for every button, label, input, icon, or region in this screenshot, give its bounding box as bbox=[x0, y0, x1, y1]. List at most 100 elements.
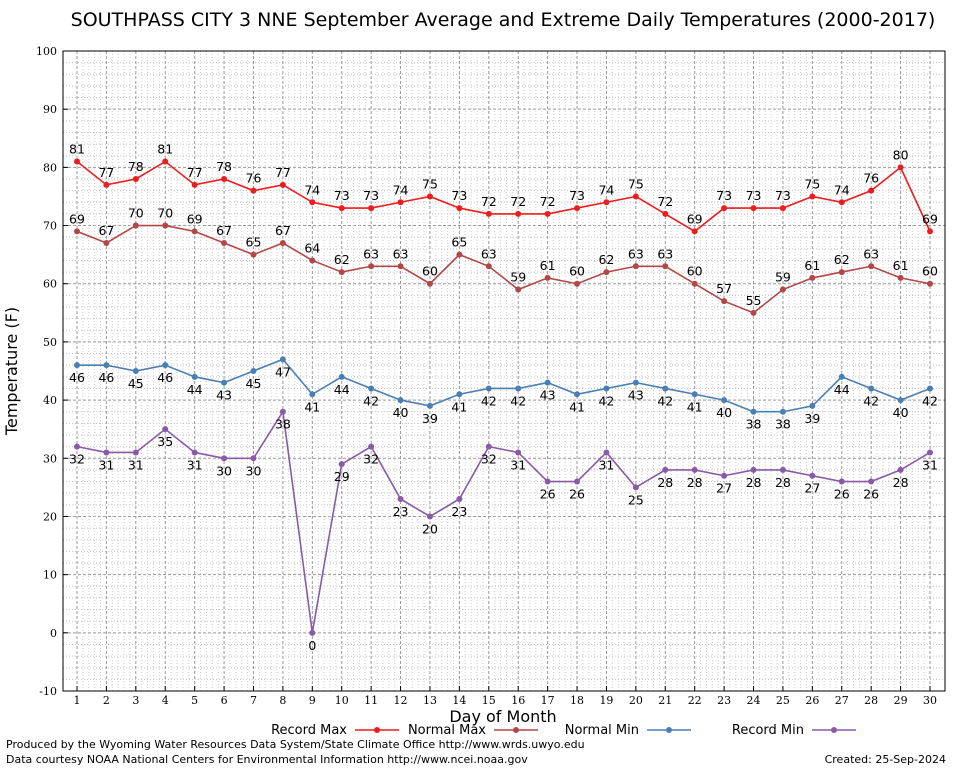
record-max-point bbox=[74, 158, 80, 165]
record-min-point bbox=[544, 478, 551, 485]
legend-label: Normal Min bbox=[565, 723, 639, 738]
normal-max-data-label: 61 bbox=[540, 258, 556, 273]
normal-max-line bbox=[76, 224, 931, 314]
normal-min-data-label: 42 bbox=[598, 393, 614, 408]
x-tick-label: 8 bbox=[279, 694, 286, 707]
x-tick-label: 19 bbox=[599, 694, 613, 707]
record-max-data-label: 73 bbox=[775, 188, 791, 203]
normal-min-point bbox=[456, 391, 463, 398]
record-max-data-label: 73 bbox=[746, 188, 762, 203]
record-max-data-label: 73 bbox=[716, 188, 732, 203]
record-max-point bbox=[162, 158, 169, 165]
record-min-point bbox=[162, 426, 169, 433]
normal-max-point bbox=[632, 263, 639, 270]
x-tick-label: 11 bbox=[364, 694, 378, 707]
record-min-point bbox=[897, 466, 904, 473]
record-max-point bbox=[103, 181, 110, 188]
normal-max-point bbox=[250, 251, 257, 258]
record-max-data-label: 75 bbox=[804, 176, 820, 191]
record-min-point bbox=[809, 472, 816, 479]
normal-max-point bbox=[927, 280, 933, 287]
record-min-point bbox=[485, 443, 492, 450]
record-max-data-label: 69 bbox=[922, 211, 938, 226]
normal-max-point bbox=[309, 257, 316, 264]
record-min-data-label: 25 bbox=[628, 492, 644, 507]
x-tick-label: 3 bbox=[132, 694, 139, 707]
normal-max-data-label: 62 bbox=[334, 252, 350, 267]
normal-min-data-label: 42 bbox=[363, 393, 379, 408]
record-max-data-label: 73 bbox=[451, 188, 467, 203]
record-min-point bbox=[279, 408, 286, 415]
y-tick-label: 10 bbox=[43, 569, 57, 582]
normal-max-data-label: 67 bbox=[275, 223, 291, 238]
x-tick-label: 22 bbox=[688, 694, 702, 707]
normal-max-data-label: 63 bbox=[657, 246, 673, 261]
normal-min-data-label: 41 bbox=[569, 399, 585, 414]
normal-max-point bbox=[132, 222, 139, 229]
normal-max-point bbox=[544, 274, 551, 281]
x-tick-label: 13 bbox=[423, 694, 437, 707]
normal-max-data-label: 60 bbox=[687, 264, 703, 279]
normal-min-point bbox=[927, 385, 933, 392]
record-max-data-label: 76 bbox=[863, 171, 879, 186]
record-max-point bbox=[809, 193, 816, 200]
normal-max-data-label: 64 bbox=[304, 240, 320, 255]
record-max-point bbox=[603, 199, 610, 206]
normal-min-data-label: 47 bbox=[275, 364, 291, 379]
normal-max-point bbox=[397, 263, 404, 270]
normal-min-data-label: 43 bbox=[628, 388, 644, 403]
x-tick-label: 2 bbox=[103, 694, 110, 707]
legend-label: Record Max bbox=[271, 723, 347, 738]
normal-max-data-label: 70 bbox=[157, 206, 173, 221]
normal-min-data-label: 44 bbox=[334, 382, 350, 397]
record-min-point bbox=[368, 443, 375, 450]
normal-min-point bbox=[132, 368, 139, 374]
normal-min-data-label: 40 bbox=[716, 405, 732, 420]
normal-min-point bbox=[632, 379, 639, 386]
y-tick-label: 80 bbox=[43, 161, 57, 174]
record-max-data-label: 77 bbox=[98, 165, 114, 180]
normal-min-point bbox=[338, 373, 345, 380]
legend-marker bbox=[666, 727, 672, 733]
normal-max-data-label: 63 bbox=[393, 246, 409, 261]
normal-max-point bbox=[426, 280, 433, 287]
y-tick-label: -10 bbox=[39, 685, 57, 698]
normal-min-data-label: 38 bbox=[775, 417, 791, 432]
record-max-point bbox=[721, 205, 728, 212]
normal-min-point bbox=[544, 379, 551, 386]
record-min-point bbox=[250, 455, 257, 462]
record-min-data-label: 26 bbox=[863, 487, 879, 502]
record-max-point bbox=[250, 187, 257, 194]
record-min-point bbox=[74, 443, 80, 450]
record-min-data-label: 31 bbox=[187, 457, 203, 472]
normal-max-data-label: 62 bbox=[834, 252, 850, 267]
record-max-data-label: 78 bbox=[128, 159, 144, 174]
record-max-point bbox=[338, 205, 345, 212]
normal-max-point bbox=[691, 280, 698, 287]
record-max-data-label: 75 bbox=[628, 176, 644, 191]
record-max-point bbox=[927, 228, 933, 235]
normal-max-point bbox=[103, 240, 110, 246]
normal-max-point bbox=[191, 228, 198, 235]
record-min-point bbox=[103, 449, 110, 456]
normal-min-point bbox=[750, 408, 757, 415]
record-max-point bbox=[574, 205, 581, 212]
record-min-point bbox=[515, 449, 522, 456]
normal-min-data-label: 39 bbox=[422, 411, 438, 426]
legend-marker bbox=[831, 727, 837, 733]
record-min-data-label: 27 bbox=[716, 481, 732, 496]
normal-min-data-label: 42 bbox=[481, 393, 497, 408]
record-max-data-label: 78 bbox=[216, 159, 232, 174]
normal-min-data-label: 46 bbox=[98, 370, 114, 385]
record-max-point bbox=[544, 210, 551, 217]
record-max-data-label: 74 bbox=[598, 182, 614, 197]
normal-min-data-label: 42 bbox=[922, 393, 938, 408]
normal-max-point bbox=[485, 263, 492, 270]
normal-max-point bbox=[897, 274, 904, 281]
x-tick-label: 15 bbox=[482, 694, 496, 707]
record-max-data-label: 81 bbox=[69, 142, 85, 157]
record-min-data-label: 31 bbox=[128, 457, 144, 472]
legend-label: Normal Max bbox=[408, 723, 486, 738]
record-max-data-label: 73 bbox=[363, 188, 379, 203]
